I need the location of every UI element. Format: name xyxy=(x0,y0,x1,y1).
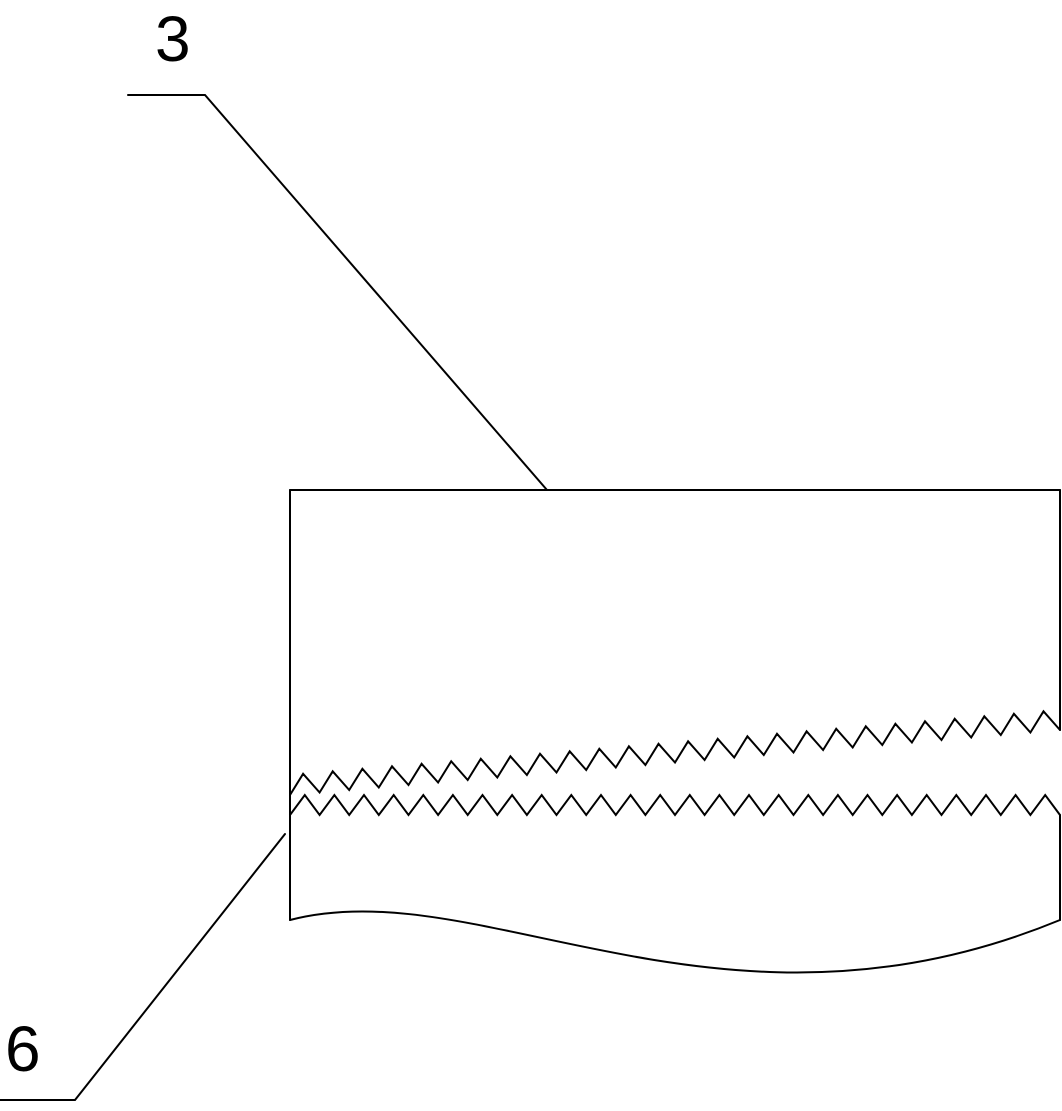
technical-diagram: 36 xyxy=(0,0,1062,1111)
label-3: 3 xyxy=(155,3,191,75)
leader-3 xyxy=(128,95,547,490)
part-3 xyxy=(290,490,1060,795)
leader-6 xyxy=(0,834,285,1100)
label-6: 6 xyxy=(5,1013,41,1085)
part-6 xyxy=(290,795,1060,972)
